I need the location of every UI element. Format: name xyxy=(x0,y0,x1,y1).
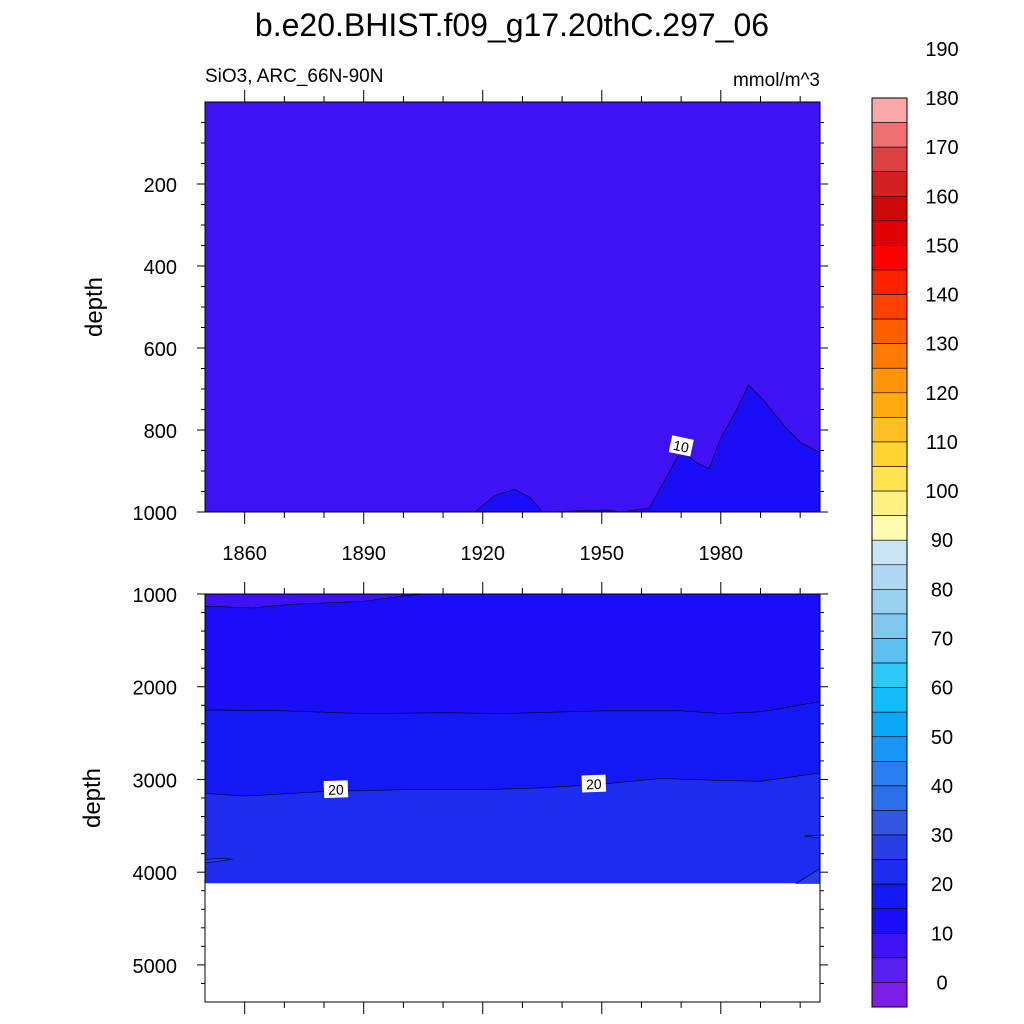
colorbar-swatch xyxy=(871,539,908,566)
colorbar-swatch xyxy=(871,122,908,148)
colorbar-swatch xyxy=(871,589,908,615)
upper-panel: 10 200 400 600 800 1000 1860 1890 1920 1950 1980… xyxy=(81,90,828,565)
colorbar-swatch xyxy=(871,490,908,516)
y-tick-label: 2000 xyxy=(133,678,178,700)
upper-y-axis-label: depth xyxy=(81,277,108,337)
colorbar-label: 150 xyxy=(925,235,958,257)
contour-label-text: 10 xyxy=(672,437,691,456)
upper-contour-10-region xyxy=(473,384,821,513)
colorbar-swatch xyxy=(871,515,908,541)
chart-subtitle: SiO3, ARC_66N-90N xyxy=(205,66,383,87)
chart-title: b.e20.BHIST.f09_g17.20thC.297_06 xyxy=(255,7,769,43)
colorbar-swatch xyxy=(871,220,908,246)
colorbar-swatch xyxy=(871,392,908,418)
colorbar-label: 170 xyxy=(925,137,958,159)
colorbar-label: 180 xyxy=(925,88,958,110)
x-tick-label: 1980 xyxy=(699,543,744,565)
colorbar-swatch xyxy=(871,761,908,787)
y-tick-label: 800 xyxy=(144,421,177,443)
colorbar-swatch xyxy=(871,687,908,713)
colorbar-label: 100 xyxy=(925,481,958,503)
y-tick-label: 200 xyxy=(144,175,177,197)
y-tick-label: 5000 xyxy=(133,956,178,978)
x-tick-label: 1890 xyxy=(341,543,386,565)
colorbar-swatch xyxy=(871,957,908,983)
y-tick-label: 600 xyxy=(144,339,177,361)
x-tick-label: 1920 xyxy=(460,543,505,565)
x-tick-label: 1860 xyxy=(222,543,267,565)
colorbar-swatch xyxy=(871,564,908,590)
colorbar-label: 160 xyxy=(925,186,958,208)
colorbar-swatch xyxy=(871,908,908,934)
colorbar-swatch xyxy=(871,343,908,369)
colorbar-label: 110 xyxy=(926,432,958,454)
colorbar-swatch xyxy=(871,785,908,811)
colorbar-swatch xyxy=(871,834,908,860)
contour-label: 20 xyxy=(323,780,349,799)
lower-panel: 20 20 1000 2000 3000 4000 5000 depth xyxy=(79,582,828,1014)
colorbar-swatch xyxy=(871,883,908,910)
colorbar-swatch xyxy=(871,367,908,394)
y-tick-label: 4000 xyxy=(133,863,178,885)
colorbar-label: 140 xyxy=(925,285,958,307)
colorbar-label: 40 xyxy=(931,776,953,798)
colorbar-swatch xyxy=(871,417,908,443)
colorbar-label: 190 xyxy=(925,39,958,61)
colorbar-swatch xyxy=(871,146,908,173)
colorbar-label: 120 xyxy=(925,383,958,405)
colorbar-label: 80 xyxy=(931,579,953,601)
colorbar-swatch xyxy=(871,613,908,639)
colorbar-label: 20 xyxy=(931,874,953,896)
colorbar-label: 0 xyxy=(936,972,947,994)
colorbar-swatch xyxy=(871,171,908,197)
colorbar-swatch xyxy=(871,318,908,344)
colorbar-swatch xyxy=(871,245,908,271)
upper-background-band xyxy=(205,102,820,512)
colorbar-swatch xyxy=(871,711,908,738)
colorbar: 0 10 20 30 40 50 60 70 80 90 100 110 120 130 140 150 160… xyxy=(871,39,959,1008)
y-tick-label: 400 xyxy=(144,257,177,279)
colorbar-label: 130 xyxy=(925,334,958,356)
colorbar-label: 10 xyxy=(931,923,953,945)
colorbar-label: 60 xyxy=(931,678,953,700)
colorbar-label: 70 xyxy=(931,628,953,650)
colorbar-swatch xyxy=(871,932,908,959)
colorbar-label: 30 xyxy=(931,825,953,847)
contour-label-text: 20 xyxy=(328,781,344,798)
colorbar-swatch xyxy=(871,97,908,123)
colorbar-swatch xyxy=(871,466,908,492)
colorbar-label: 50 xyxy=(931,727,953,749)
contour-label: 20 xyxy=(581,774,607,793)
colorbar-swatch xyxy=(871,269,908,295)
lower-band-10-15 xyxy=(204,593,821,714)
colorbar-swatch xyxy=(871,982,908,1008)
colorbar-swatch xyxy=(871,859,908,885)
contour-label-text: 20 xyxy=(586,776,602,793)
colorbar-label: 90 xyxy=(931,530,953,552)
colorbar-swatch xyxy=(871,638,908,664)
y-tick-label: 3000 xyxy=(133,770,178,792)
y-tick-label: 1000 xyxy=(133,503,178,525)
colorbar-swatch xyxy=(871,441,908,467)
colorbar-swatch xyxy=(871,195,908,222)
y-tick-label: 1000 xyxy=(133,585,178,607)
lower-y-axis-label: depth xyxy=(79,768,106,828)
colorbar-swatch xyxy=(871,810,908,836)
colorbar-swatch xyxy=(871,662,908,688)
colorbar-swatch xyxy=(871,736,908,762)
colorbar-swatch xyxy=(871,294,908,320)
x-tick-label: 1950 xyxy=(580,543,625,565)
chart-units: mmol/m^3 xyxy=(733,70,820,91)
contour-label: 10 xyxy=(668,435,694,457)
